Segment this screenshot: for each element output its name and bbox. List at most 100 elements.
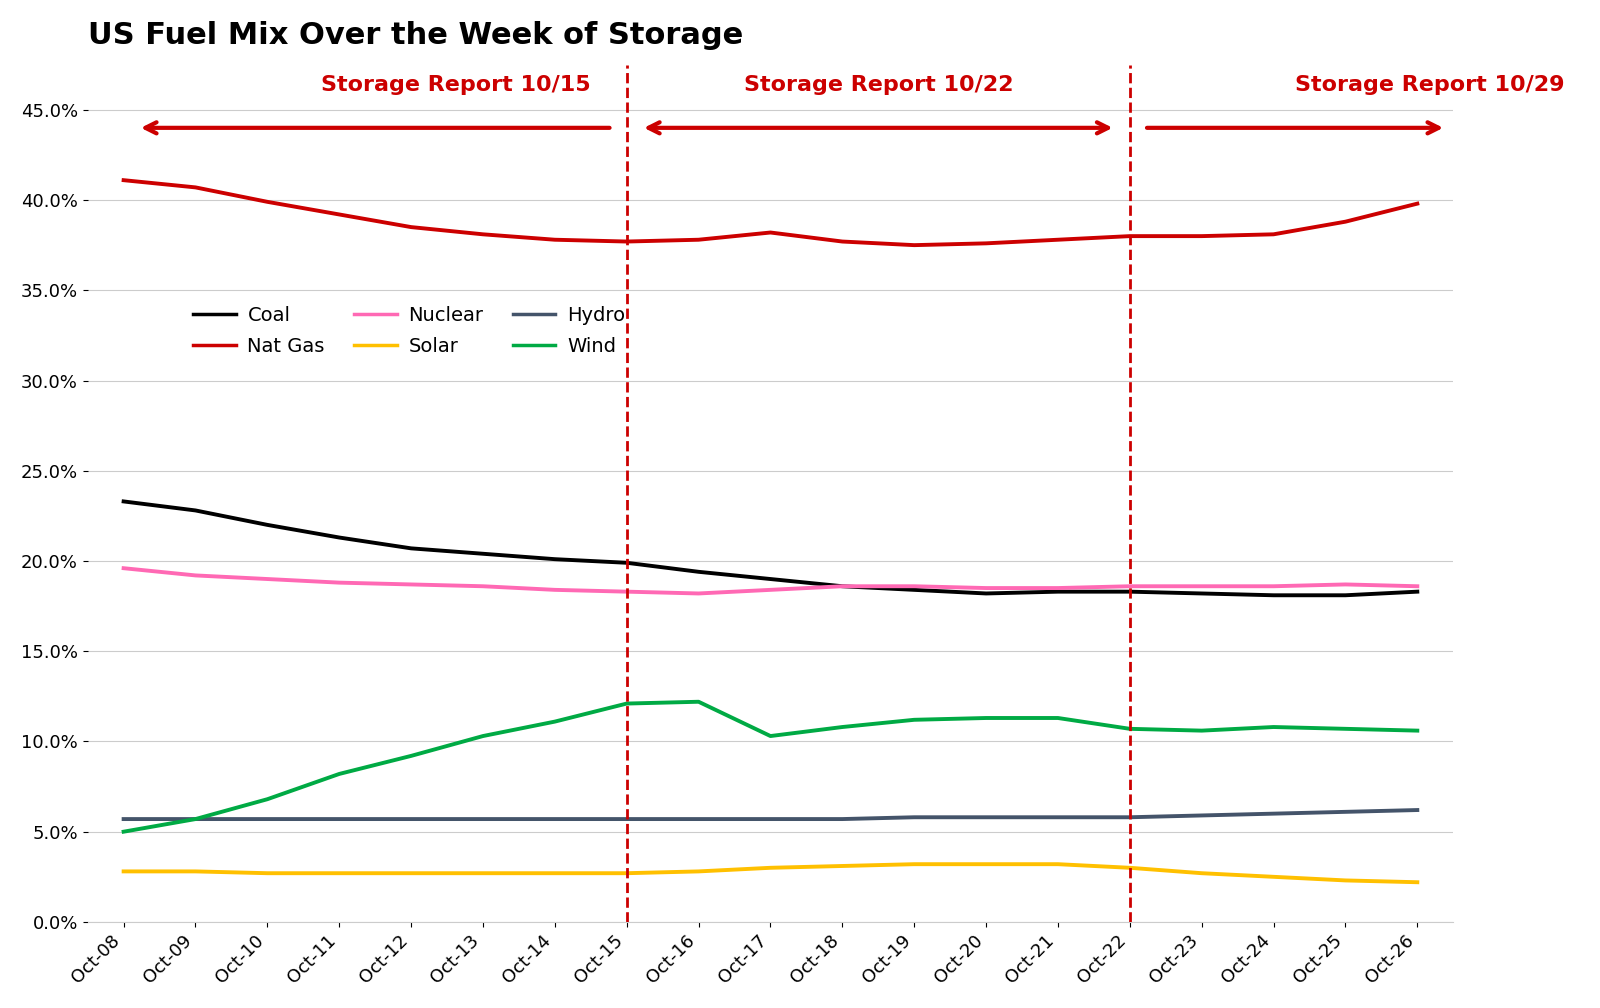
Line: Hydro: Hydro [123,810,1418,820]
Nuclear [976,582,995,594]
Wind [1048,712,1067,724]
Coal [976,588,995,600]
Solar [1408,876,1427,888]
Coal [546,553,565,565]
Hydro [1120,811,1139,824]
Hydro [1264,807,1283,820]
Nat Gas [1048,234,1067,246]
Nat Gas [690,234,709,246]
Wind [258,793,277,805]
Wind [114,826,133,838]
Nuclear [618,586,637,598]
Wind [976,712,995,724]
Coal [1408,586,1427,598]
Hydro [546,813,565,826]
Hydro [114,813,133,826]
Wind [330,768,349,780]
Nat Gas [904,239,923,251]
Coal [1192,588,1211,600]
Wind [186,813,205,826]
Hydro [832,813,851,826]
Hydro [186,813,205,826]
Coal [114,495,133,507]
Nuclear [258,573,277,585]
Line: Coal: Coal [123,501,1418,596]
Solar [1336,874,1355,886]
Wind [832,721,851,733]
Text: Storage Report 10/29: Storage Report 10/29 [1294,76,1565,96]
Solar [1048,858,1067,870]
Wind [546,716,565,728]
Wind [618,698,637,710]
Nuclear [1336,579,1355,591]
Nuclear [690,588,709,600]
Nuclear [1120,581,1139,593]
Text: US Fuel Mix Over the Week of Storage: US Fuel Mix Over the Week of Storage [88,21,742,49]
Solar [762,862,781,874]
Hydro [330,813,349,826]
Hydro [976,811,995,824]
Nuclear [330,577,349,589]
Nat Gas [114,174,133,186]
Coal [1264,590,1283,602]
Solar [832,860,851,872]
Wind [690,696,709,708]
Hydro [258,813,277,826]
Coal [762,573,781,585]
Hydro [762,813,781,826]
Nuclear [1192,581,1211,593]
Solar [330,867,349,879]
Solar [976,858,995,870]
Solar [402,867,421,879]
Nuclear [402,579,421,591]
Nat Gas [1192,230,1211,242]
Nuclear [904,581,923,593]
Nat Gas [976,237,995,249]
Nat Gas [330,209,349,221]
Coal [832,581,851,593]
Solar [186,865,205,877]
Nat Gas [186,181,205,194]
Wind [904,714,923,726]
Coal [330,531,349,543]
Coal [186,504,205,516]
Legend: Coal, Nat Gas, Nuclear, Solar, Hydro, Wind: Coal, Nat Gas, Nuclear, Solar, Hydro, Wi… [194,305,626,356]
Nat Gas [474,228,493,240]
Solar [1120,862,1139,874]
Nuclear [762,584,781,596]
Nat Gas [832,236,851,248]
Nuclear [1264,581,1283,593]
Solar [618,867,637,879]
Nat Gas [1264,228,1283,240]
Nat Gas [1336,216,1355,228]
Solar [474,867,493,879]
Wind [762,730,781,742]
Coal [1120,586,1139,598]
Hydro [474,813,493,826]
Hydro [1336,805,1355,817]
Nuclear [114,562,133,575]
Wind [1408,725,1427,737]
Solar [114,865,133,877]
Nuclear [832,581,851,593]
Hydro [1408,804,1427,816]
Hydro [904,811,923,824]
Line: Nuclear: Nuclear [123,569,1418,594]
Hydro [690,813,709,826]
Nat Gas [1408,198,1427,210]
Solar [904,858,923,870]
Hydro [402,813,421,826]
Coal [1048,586,1067,598]
Line: Nat Gas: Nat Gas [123,180,1418,245]
Text: Storage Report 10/15: Storage Report 10/15 [322,76,590,96]
Nuclear [474,581,493,593]
Nuclear [1048,582,1067,594]
Wind [1264,721,1283,733]
Text: Storage Report 10/22: Storage Report 10/22 [744,76,1013,96]
Nuclear [546,584,565,596]
Nat Gas [258,196,277,208]
Solar [690,865,709,877]
Hydro [618,813,637,826]
Coal [1336,590,1355,602]
Nat Gas [402,221,421,233]
